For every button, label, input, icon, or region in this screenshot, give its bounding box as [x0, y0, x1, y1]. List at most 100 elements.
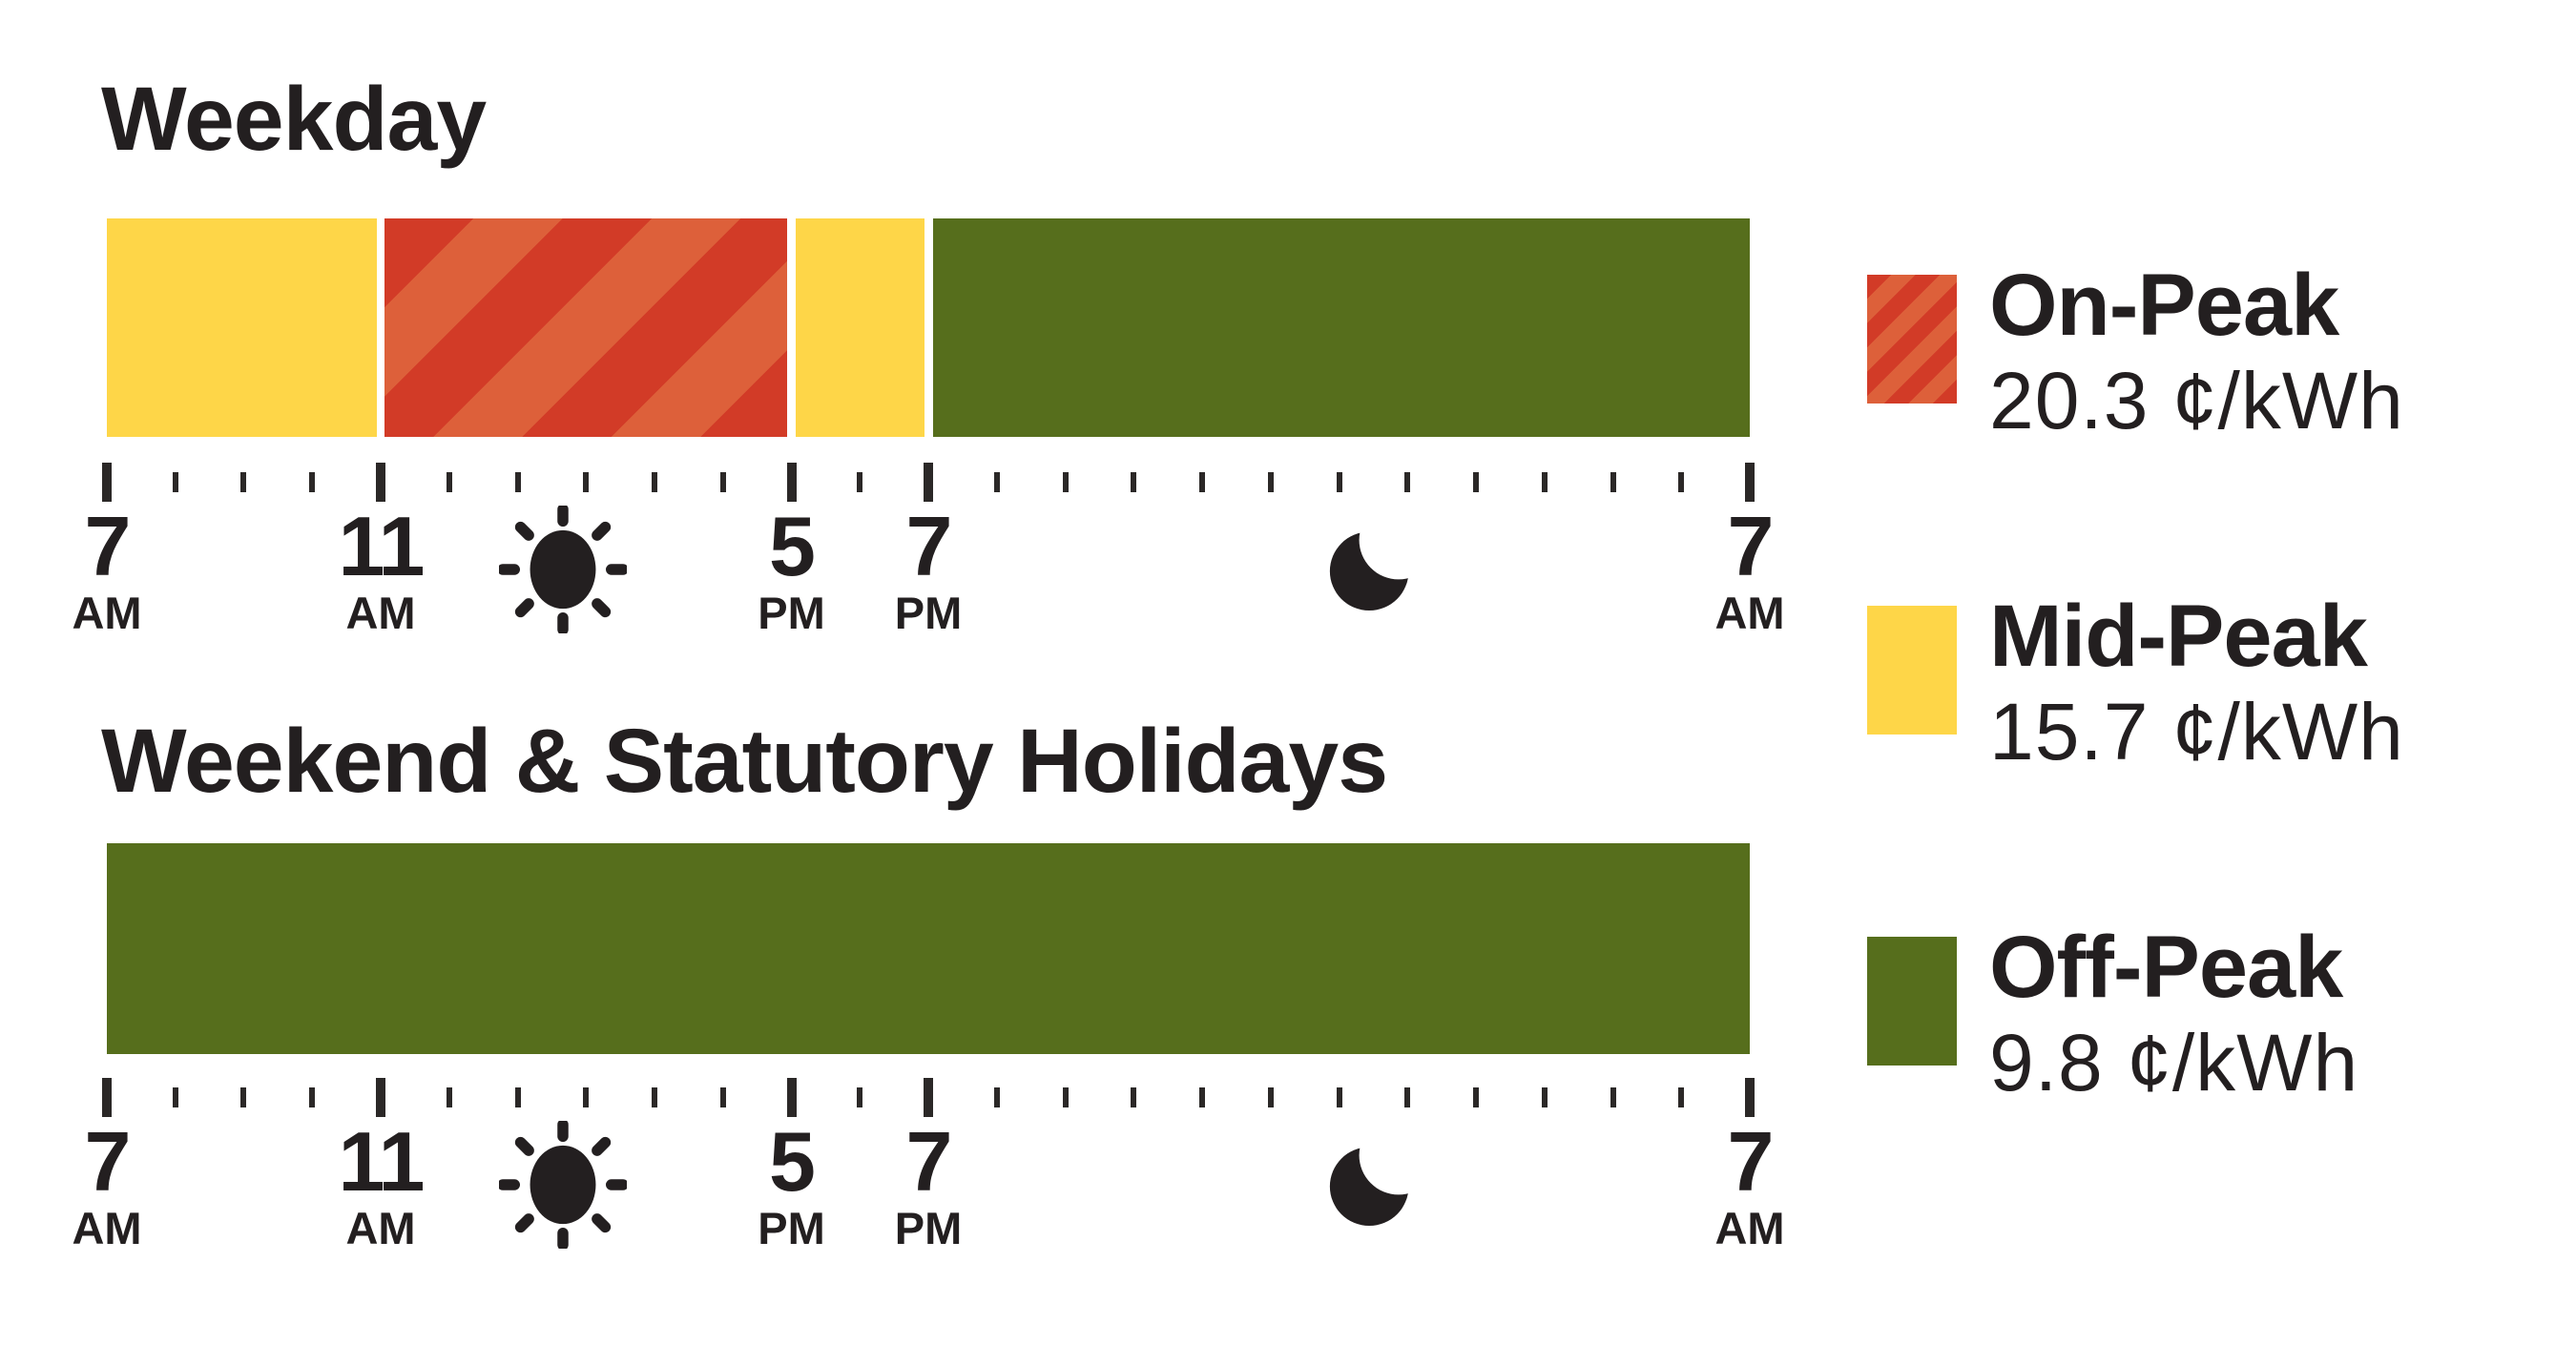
time-meridiem: PM [894, 588, 963, 638]
minor-tick [1404, 1087, 1411, 1107]
major-tick [786, 1078, 797, 1117]
bar-segment-off-peak [932, 218, 1750, 437]
minor-tick [1198, 472, 1205, 492]
major-tick [102, 463, 112, 502]
minor-tick [857, 1087, 863, 1107]
minor-tick [446, 1087, 452, 1107]
mid-peak-swatch [1867, 606, 1957, 735]
legend-label: Mid-Peak [1989, 588, 2368, 685]
minor-tick [1267, 1087, 1274, 1107]
minor-tick [309, 1087, 316, 1107]
minor-tick [1131, 472, 1137, 492]
minor-tick [651, 472, 657, 492]
major-tick [1745, 1078, 1755, 1117]
moon-icon [1327, 500, 1439, 624]
major-tick [102, 1078, 112, 1117]
bar-segment-on-peak [384, 218, 788, 437]
axis-label-11-am: 11 AM [338, 499, 425, 638]
minor-tick [514, 1087, 521, 1107]
axis-label-7-am: 7 AM [1714, 1114, 1785, 1253]
time-meridiem: AM [345, 1203, 416, 1253]
bar-segment-mid-peak [107, 218, 377, 437]
minor-tick [1678, 1087, 1685, 1107]
minor-tick [719, 1087, 726, 1107]
minor-tick [993, 1087, 1000, 1107]
weekday-title: Weekday [101, 69, 487, 170]
sun-icon [496, 504, 629, 638]
minor-tick [240, 1087, 247, 1107]
minor-tick [993, 472, 1000, 492]
minor-tick [240, 472, 247, 492]
time-meridiem: AM [1714, 1203, 1785, 1253]
legend-item-mid-peak: Mid-Peak 15.7 ¢/kWh [1867, 592, 2404, 772]
mid-peak-text: Mid-Peak 15.7 ¢/kWh [1989, 592, 2404, 772]
minor-tick [172, 472, 178, 492]
minor-tick [1062, 1087, 1069, 1107]
time-number: 7 [905, 499, 953, 593]
minor-tick [446, 472, 452, 492]
axis-label-5-pm: 5 PM [758, 499, 825, 638]
bar-segment-mid-peak [796, 218, 924, 437]
axis-label-11-am: 11 AM [338, 1120, 425, 1253]
axis-label-5-pm: 5 PM [758, 1114, 825, 1253]
bar-segment-off-peak [107, 843, 1750, 1054]
minor-tick [1131, 1087, 1137, 1107]
major-tick [924, 463, 933, 502]
time-meridiem: AM [345, 588, 416, 638]
minor-tick [1541, 1087, 1548, 1107]
time-meridiem: PM [894, 1203, 963, 1253]
time-meridiem: AM [72, 588, 142, 638]
minor-tick [1541, 472, 1548, 492]
axis-label-7-am: 7 AM [72, 499, 142, 638]
time-number: 7 [84, 499, 132, 593]
major-tick [924, 1078, 933, 1117]
legend-label: Off-Peak [1989, 919, 2343, 1016]
time-number: 5 [769, 1114, 816, 1209]
minor-tick [1062, 472, 1069, 492]
minor-tick [309, 472, 316, 492]
time-number: 5 [769, 499, 816, 593]
major-tick [1745, 463, 1755, 502]
time-meridiem: PM [758, 1203, 825, 1253]
time-number: 7 [1727, 1114, 1775, 1209]
weekday-bar [107, 218, 1750, 437]
minor-tick [514, 472, 521, 492]
major-tick [375, 1078, 385, 1117]
on-peak-text: On-Peak 20.3 ¢/kWh [1989, 261, 2404, 441]
major-tick [375, 463, 385, 502]
minor-tick [583, 472, 590, 492]
axis-label-7-am: 7 AM [1714, 499, 1785, 638]
time-meridiem: PM [758, 588, 825, 638]
minor-tick [1336, 1087, 1342, 1107]
sun-icon [496, 1119, 629, 1253]
legend-item-off-peak: Off-Peak 9.8 ¢/kWh [1867, 923, 2358, 1103]
minor-tick [1473, 472, 1479, 492]
on-peak-swatch [1867, 275, 1957, 404]
minor-tick [583, 1087, 590, 1107]
time-meridiem: AM [1714, 588, 1785, 638]
major-tick [786, 463, 797, 502]
minor-tick [1404, 472, 1411, 492]
time-meridiem: AM [72, 1203, 142, 1253]
legend-rate: 9.8 ¢/kWh [1989, 1018, 2359, 1107]
minor-tick [172, 1087, 178, 1107]
time-number: 7 [1727, 499, 1775, 593]
weekend-axis: 7 AM 11 AM 5 PM 7 PM 7 AM [72, 1078, 1785, 1326]
minor-tick [1198, 1087, 1205, 1107]
weekend-title: Weekend & Statutory Holidays [101, 711, 1388, 812]
weekday-axis: 7 AM 11 AM 5 PM 7 PM 7 AM [72, 463, 1785, 711]
legend-label: On-Peak [1989, 257, 2339, 354]
minor-tick [1610, 472, 1616, 492]
time-number: 11 [338, 499, 425, 593]
minor-tick [1336, 472, 1342, 492]
minor-tick [857, 472, 863, 492]
time-number: 7 [905, 1114, 953, 1209]
legend-item-on-peak: On-Peak 20.3 ¢/kWh [1867, 261, 2404, 441]
weekend-bar [107, 843, 1750, 1054]
minor-tick [651, 1087, 657, 1107]
off-peak-text: Off-Peak 9.8 ¢/kWh [1989, 923, 2358, 1103]
minor-tick [1267, 472, 1274, 492]
minor-tick [719, 472, 726, 492]
axis-label-7-am: 7 AM [72, 1120, 142, 1253]
